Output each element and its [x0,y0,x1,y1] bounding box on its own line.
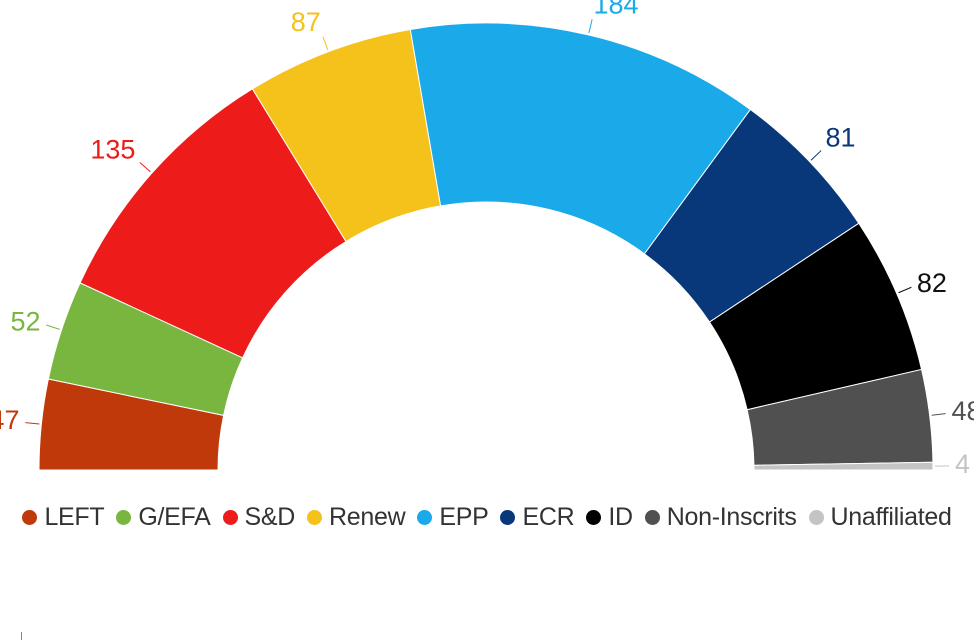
value-label-ecr: 81 [825,122,855,152]
legend-dot-icon [644,510,660,525]
legend-dot-icon [586,510,602,525]
parliament-chart: 47 52 135 87 184 81 82 48 4 [0,0,974,479]
label-leader-lines [25,19,949,467]
leader-line-left [25,422,40,425]
legend-item-g-efa: G/EFA [116,503,211,532]
leader-line-non-inscrits [931,413,946,416]
value-label-g-efa: 52 [11,306,41,336]
legend-dot-icon [116,510,132,525]
leader-line-sandd [139,162,151,173]
chart-legend: LEFT G/EFA S&D Renew EPP ECR ID Non-Inscrits Una… [0,503,974,532]
legend-item-renew: Renew [307,503,406,532]
legend-label: G/EFA [138,503,211,531]
leader-line-epp [588,19,593,34]
legend-dot-icon [808,510,824,525]
leader-line-id [898,286,912,294]
legend-label: ID [608,503,633,531]
value-label-sandd: 135 [90,134,135,164]
legend-item-id: ID [586,503,633,532]
legend-label: LEFT [44,503,105,531]
value-label-unaffiliated: 4 [955,449,970,479]
legend-label: S&D [244,503,296,531]
legend-item-non-inscrits: Non-Inscrits [644,503,797,532]
legend-label: Non-Inscrits [666,503,797,531]
legend-item-unaffiliated: Unaffiliated [808,503,952,532]
legend-dot-icon [417,510,433,525]
value-labels: 47 52 135 87 184 81 82 48 4 [0,0,974,479]
legend-label: EPP [439,503,489,531]
segment-unaffiliated [753,461,934,471]
value-label-left: 47 [0,405,19,435]
legend-dot-icon [22,510,38,525]
legend-item-epp: EPP [417,503,489,532]
leader-line-renew [322,36,329,50]
legend-item-ecr: ECR [500,503,575,532]
chart-segments [38,22,934,471]
value-label-non-inscrits: 48 [952,396,974,426]
legend-dot-icon [222,510,238,525]
leader-line-ecr [810,150,822,161]
value-label-id: 82 [917,268,947,298]
leader-line-g-efa [46,324,60,330]
bottom-tick-mark [21,632,22,640]
value-label-epp: 184 [593,0,638,19]
legend-dot-icon [500,510,516,525]
legend-label: Renew [329,503,406,531]
segment-epp [409,22,752,255]
legend-item-sandd: S&D [222,503,296,532]
legend-dot-icon [307,510,323,525]
legend-item-left: LEFT [22,503,105,532]
legend-label: ECR [522,503,575,531]
legend-label: Unaffiliated [830,503,952,531]
value-label-renew: 87 [291,7,321,37]
